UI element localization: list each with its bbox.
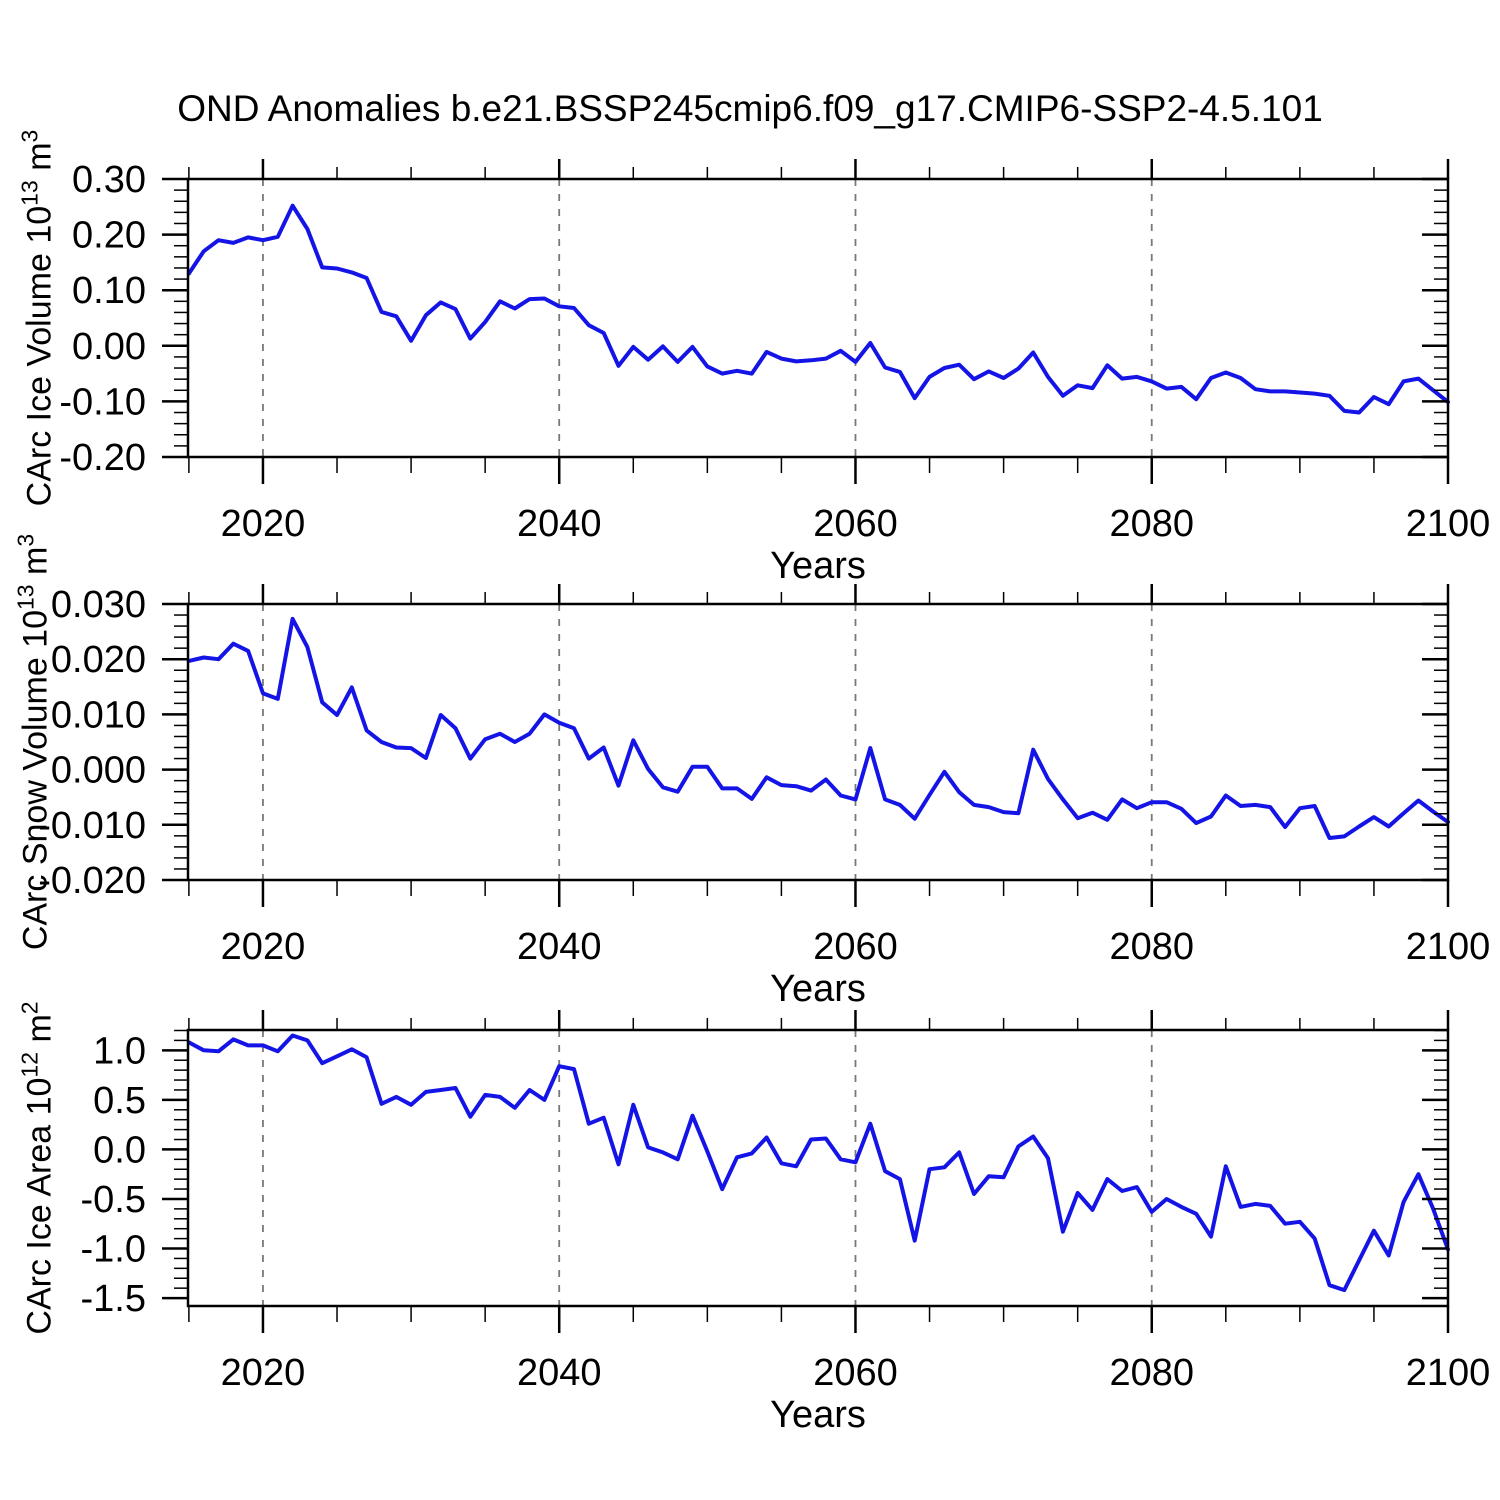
data-line-2 [186,616,1450,840]
y-tick-label: 0.030 [51,584,146,626]
x-tick-label: 2080 [1109,1352,1194,1394]
plot-frame [186,1028,1450,1308]
x-tick-label: 2040 [517,926,602,968]
y-tick-label: 0.010 [51,694,146,736]
panel-1: 0.30 0.20 0.10 0.00 -0.10 -0.20 2020 2040 2060 20… [59,159,1490,587]
data-line-1 [186,203,1450,415]
x-tick-label: 2100 [1406,503,1491,545]
x-tick-label: 2020 [221,1352,306,1394]
plot-frame [186,177,1450,459]
panel-3: 1.0 0.5 0.0 -0.5 -1.0 -1.5 2020 2040 2060 2080 210… [81,1010,1491,1436]
y-tick-label: -0.20 [59,437,146,479]
y-tick-label: -0.020 [38,860,146,902]
x-tick-label: 2040 [517,1352,602,1394]
x-tick-label: 2100 [1406,926,1491,968]
y-tick-label: 0.00 [72,326,146,368]
chart-title: OND Anomalies b.e21.BSSP245cmip6.f09_g17… [177,88,1323,129]
x-tick-label: 2020 [221,503,306,545]
y-tick-label: -0.010 [38,805,146,847]
x-axis-title: Years [770,545,866,587]
x-tick-label: 2060 [813,1352,898,1394]
y-tick-label: 0.020 [51,639,146,681]
y-tick-label: 0.20 [72,215,146,257]
y-tick-label: -0.10 [59,381,146,423]
y-tick-label: 0.0 [93,1129,146,1171]
y-tick-label: 1.0 [93,1030,146,1072]
y-tick-label: -1.0 [81,1229,146,1271]
x-axis-title: Years [770,968,866,1010]
x-tick-label: 2020 [221,926,306,968]
y-tick-label: 0.10 [72,270,146,312]
x-tick-label: 2100 [1406,1352,1491,1394]
y-tick-label: 0.5 [93,1080,146,1122]
x-axis-title: Years [770,1394,866,1436]
data-line-3 [186,1033,1450,1293]
x-tick-label: 2040 [517,503,602,545]
plot-frame [186,602,1450,882]
x-tick-label: 2080 [1109,926,1194,968]
panel-2: 0.030 0.020 0.010 0.000 -0.010 -0.020 2020 2040… [38,584,1490,1010]
x-tick-label: 2080 [1109,503,1194,545]
x-tick-label: 2060 [813,503,898,545]
y-tick-label: -0.5 [81,1179,146,1221]
y-tick-label: 0.30 [72,159,146,201]
y-tick-label: -1.5 [81,1278,146,1320]
x-tick-label: 2060 [813,926,898,968]
y-tick-label: 0.000 [51,750,146,792]
